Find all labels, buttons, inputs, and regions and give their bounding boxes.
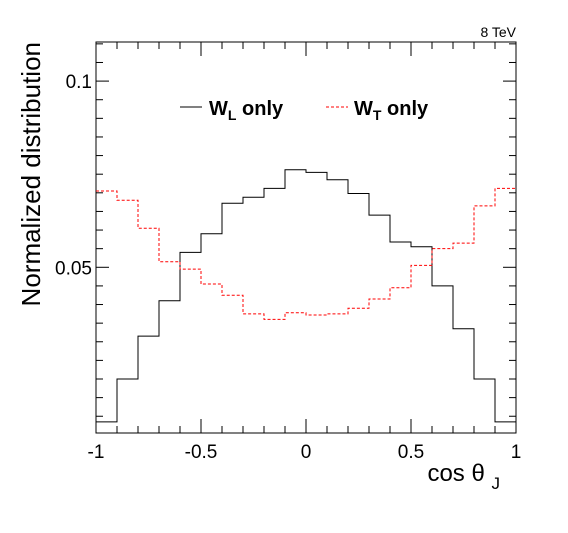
y-axis-label: Normalized distribution: [16, 42, 46, 306]
series-group: [96, 169, 516, 423]
legend-label-subscript: L: [228, 107, 237, 123]
legend-label-subscript: T: [373, 107, 382, 123]
legend-label-main: W: [209, 98, 228, 120]
y-tick-label: 0.05: [55, 258, 92, 279]
energy-annotation: 8 TeV: [480, 24, 516, 40]
plot-frame-group: [95, 41, 517, 434]
x-tick-label: -0.5: [185, 442, 218, 463]
legend-label-l: WL only: [209, 98, 284, 123]
x-tick-label: 0.5: [398, 442, 424, 463]
x-axis-label-main: cos θ: [427, 460, 484, 487]
plot-frame: [95, 41, 517, 434]
x-tick-label: 0: [301, 442, 312, 463]
legend-label-suffix: only: [381, 98, 429, 120]
x-tick-label: -1: [88, 442, 105, 463]
legend-label-t: WT only: [354, 98, 429, 123]
x-axis-label-subscript: J: [492, 474, 501, 493]
x-axis-label: cos θ J: [427, 460, 500, 493]
series-line-t: [96, 187, 516, 320]
legend-label-main: W: [354, 98, 373, 120]
x-tick-label: 1: [511, 442, 522, 463]
legend: WL only WT only: [180, 98, 429, 123]
series-line-l: [96, 169, 516, 423]
ticks-group: -1 -0.5 0 0.5 1 0.05 0.1: [55, 42, 521, 463]
legend-label-suffix: only: [236, 98, 284, 120]
y-tick-label: 0.1: [66, 72, 92, 93]
